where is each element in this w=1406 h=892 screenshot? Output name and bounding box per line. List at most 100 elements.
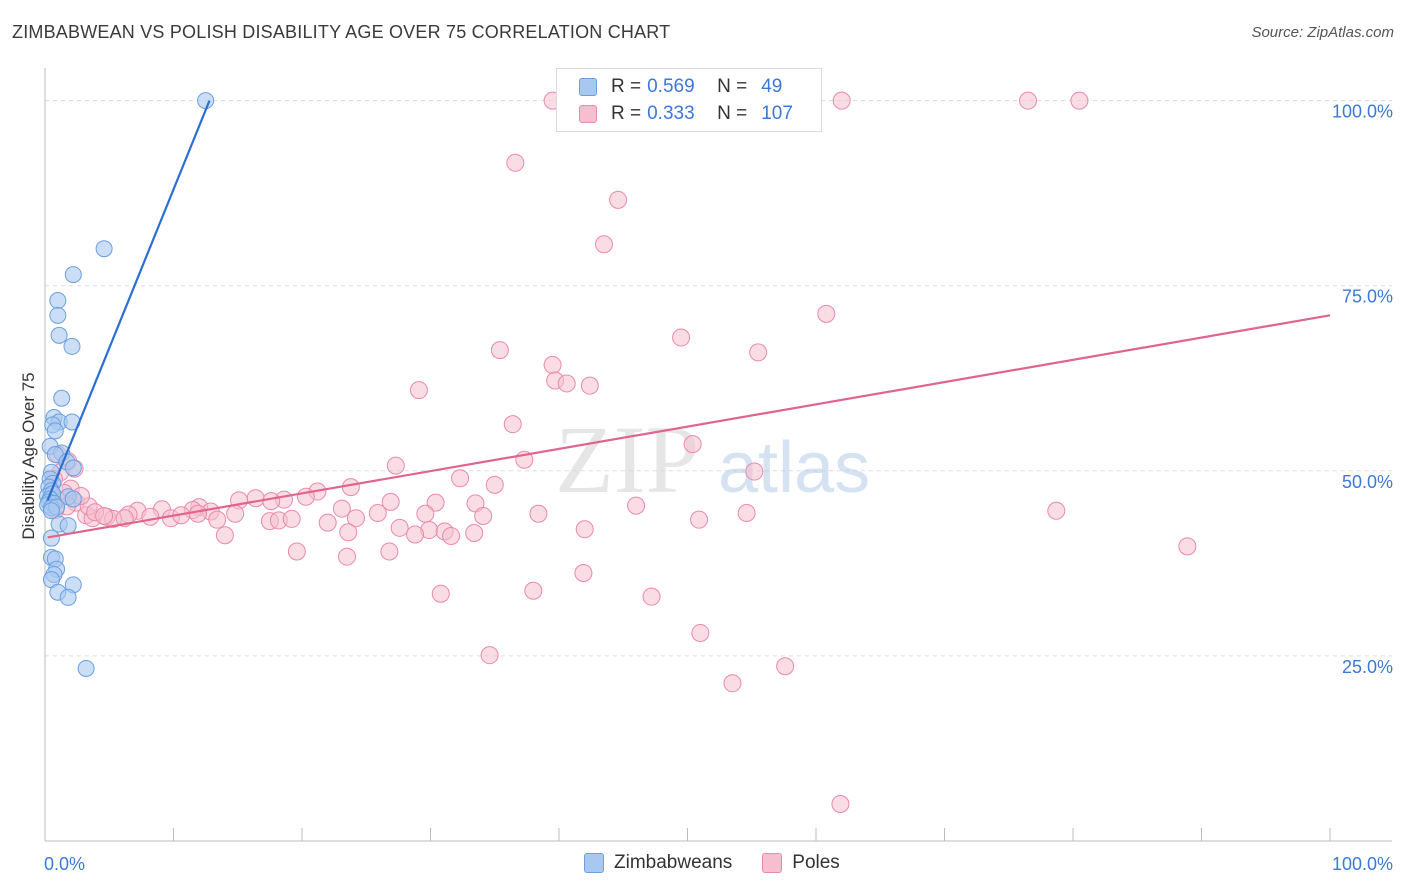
- pole-point: [485, 475, 504, 494]
- pole-point: [749, 343, 768, 362]
- pole-point: [672, 328, 691, 347]
- pole-point: [691, 623, 710, 642]
- pole-point: [1070, 91, 1089, 110]
- pole-point: [529, 504, 548, 523]
- pole-point: [506, 153, 525, 172]
- legend-r-value: 0.569: [647, 76, 695, 97]
- pole-point: [390, 518, 409, 537]
- source-label: Source: ZipAtlas.com: [1251, 24, 1394, 41]
- pole-point: [141, 507, 160, 526]
- pole-point: [1019, 91, 1038, 110]
- zimbabwean-point: [59, 588, 77, 606]
- legend-swatch-pink: [762, 853, 783, 873]
- pole-point: [262, 492, 281, 511]
- legend-label-poles: Poles: [792, 852, 840, 873]
- legend-r-label: R =: [611, 76, 642, 97]
- watermark-zip: ZIP: [555, 406, 699, 513]
- legend-r-value: 0.333: [647, 103, 695, 124]
- pole-point: [426, 493, 445, 512]
- zimbabwean-point: [42, 502, 60, 520]
- pole-point: [442, 526, 461, 545]
- pole-point: [95, 506, 114, 525]
- legend-r-label: R =: [611, 103, 642, 124]
- pole-point: [580, 376, 599, 395]
- series-legend: Zimbabweans Poles: [584, 852, 870, 874]
- pole-point: [609, 190, 628, 209]
- y-tick-label: 25.0%: [1342, 657, 1393, 677]
- zimbabwean-point: [197, 92, 215, 110]
- zimbabwean-point: [77, 659, 95, 677]
- pole-point: [543, 355, 562, 374]
- zimbabwean-point: [49, 292, 67, 310]
- zimbabwean-point: [42, 529, 60, 547]
- legend-item-zimbabweans[interactable]: Zimbabweans: [584, 852, 732, 874]
- pole-point: [745, 462, 764, 481]
- pole-point: [683, 435, 702, 454]
- zimbabwean-point: [46, 422, 64, 440]
- pole-point: [490, 341, 509, 360]
- pole-point: [480, 646, 499, 665]
- zimbabwean-point: [64, 266, 82, 284]
- pole-point: [431, 584, 450, 603]
- pole-point: [226, 504, 245, 523]
- pole-point: [1047, 501, 1066, 520]
- pole-point: [524, 581, 543, 600]
- pole-point: [723, 674, 742, 693]
- legend-swatch-blue: [579, 78, 597, 96]
- pole-point: [332, 499, 351, 518]
- x-tick-label: 100.0%: [1332, 854, 1393, 874]
- pole-point: [642, 587, 661, 606]
- pole-point: [380, 542, 399, 561]
- zimbabwean-point: [59, 517, 77, 535]
- x-tick-label: 0.0%: [44, 854, 85, 874]
- pole-point: [503, 415, 522, 434]
- pole-point: [406, 525, 425, 544]
- zimbabwean-point: [53, 389, 71, 407]
- y-tick-label: 75.0%: [1342, 287, 1393, 307]
- legend-n-label: N =: [717, 103, 748, 124]
- chart-title: ZIMBABWEAN VS POLISH DISABILITY AGE OVER…: [12, 22, 671, 42]
- legend-label-zimbabweans: Zimbabweans: [614, 852, 733, 873]
- pole-point: [215, 526, 234, 545]
- legend-row-zimbabweans: R = 0.569 N = 49: [579, 75, 782, 99]
- pole-point: [416, 504, 435, 523]
- zimbabweans-trend-line: [46, 100, 211, 501]
- y-tick-label: 50.0%: [1342, 472, 1393, 492]
- legend-n-value: 107: [761, 103, 793, 124]
- pole-point: [832, 91, 851, 110]
- legend-item-poles[interactable]: Poles: [762, 852, 840, 874]
- pole-point: [594, 235, 613, 254]
- pole-point: [339, 523, 358, 542]
- pole-point: [451, 469, 470, 488]
- watermark-atlas: atlas: [718, 428, 870, 508]
- poles-trend-line: [47, 314, 1331, 539]
- zimbabwean-point: [64, 490, 82, 508]
- pole-point: [346, 509, 365, 528]
- zimbabwean-point: [49, 306, 67, 324]
- pole-point: [318, 513, 337, 532]
- stats-legend: R = 0.569 N = 49 R = 0.333 N = 107: [556, 68, 822, 132]
- pole-point: [282, 509, 301, 528]
- pole-point: [690, 510, 709, 529]
- pole-point: [337, 547, 356, 566]
- pole-point: [368, 504, 387, 523]
- pole-point: [465, 524, 484, 542]
- pole-point: [627, 496, 646, 515]
- pole-point: [557, 374, 576, 393]
- y-axis-label: Disability Age Over 75: [19, 372, 38, 539]
- pole-point: [831, 794, 850, 813]
- legend-n-value: 49: [761, 76, 783, 97]
- pole-point: [817, 304, 836, 323]
- pole-point: [381, 492, 400, 511]
- pole-point: [208, 510, 227, 529]
- pole-point: [341, 478, 360, 497]
- pole-point: [737, 504, 756, 523]
- pole-point: [188, 504, 207, 523]
- pole-point: [776, 657, 795, 676]
- legend-n-label: N =: [717, 76, 748, 97]
- legend-swatch-pink: [579, 105, 597, 123]
- legend-row-poles: R = 0.333 N = 107: [579, 102, 793, 126]
- legend-swatch-blue: [584, 853, 604, 873]
- pole-point: [575, 520, 594, 539]
